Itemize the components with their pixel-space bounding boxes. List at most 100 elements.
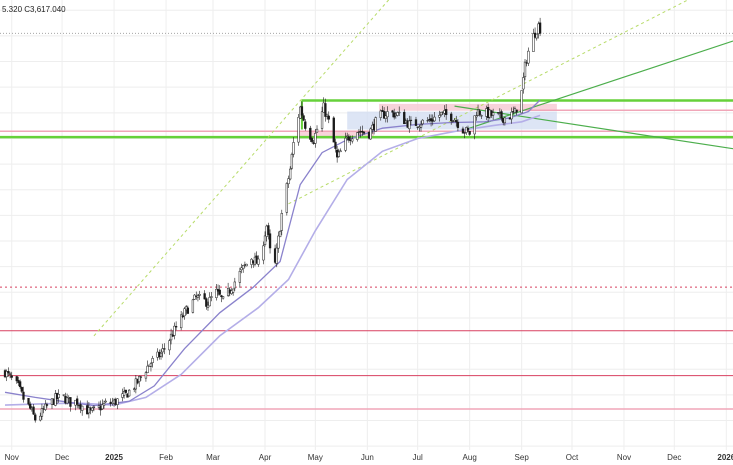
- candle-body: [304, 121, 307, 129]
- candle-body: [40, 408, 44, 417]
- candle-body: [196, 295, 200, 298]
- candle-body: [391, 110, 394, 113]
- candle-body: [81, 405, 84, 411]
- x-tick-label: 2026: [717, 453, 733, 462]
- x-tick-label: Oct: [566, 453, 579, 462]
- candle-body: [62, 394, 65, 396]
- candle-body: [221, 296, 225, 299]
- x-tick-label: May: [308, 453, 323, 462]
- candle-body: [396, 112, 399, 116]
- candle-body: [433, 116, 436, 122]
- candle-body: [510, 111, 513, 120]
- candle-body: [320, 111, 324, 129]
- candle-body: [455, 120, 458, 123]
- x-tick-label: Nov: [5, 453, 19, 462]
- candle-body: [161, 348, 164, 353]
- candle-body: [134, 378, 138, 390]
- candle-body: [439, 111, 443, 116]
- candle-body: [408, 120, 411, 130]
- candle-body: [122, 391, 126, 396]
- candle-body: [515, 109, 518, 113]
- candle-body: [290, 154, 294, 169]
- candle-body: [57, 394, 60, 398]
- candle-body: [10, 375, 13, 378]
- candle-body: [398, 111, 401, 114]
- candle-body: [314, 133, 317, 144]
- candle-body: [65, 397, 69, 404]
- candle-body: [15, 376, 18, 382]
- horizontal-levels[interactable]: [0, 32, 733, 410]
- candle-body: [121, 393, 124, 398]
- candle-body: [203, 293, 206, 300]
- candle-body: [39, 415, 42, 421]
- candle-body: [18, 381, 22, 388]
- candle-body: [186, 307, 190, 314]
- candle-body: [297, 117, 300, 143]
- candle-body: [473, 115, 476, 135]
- candle-body: [309, 127, 312, 140]
- x-tick-label: Sep: [515, 453, 530, 462]
- candle-body: [262, 245, 265, 261]
- x-tick-label: Aug: [463, 453, 477, 462]
- candle-body: [180, 314, 183, 329]
- candle-body: [463, 132, 466, 134]
- candle-body: [92, 406, 96, 409]
- candle-body: [220, 295, 223, 298]
- candle-body: [205, 298, 208, 307]
- candle-body: [426, 120, 429, 122]
- candle-body: [325, 114, 329, 117]
- candle-body: [414, 119, 418, 126]
- candle-body: [369, 128, 372, 140]
- candle-body: [32, 406, 35, 415]
- candle-body: [139, 376, 143, 378]
- candle-body: [327, 115, 330, 120]
- candle-body: [384, 115, 387, 119]
- x-tick-label: Dec: [55, 453, 69, 462]
- candle-body: [268, 233, 272, 249]
- candle-body: [456, 121, 460, 128]
- candle-body: [124, 389, 127, 393]
- grid: [0, 0, 733, 450]
- candle-body: [168, 340, 171, 351]
- candle-body: [292, 142, 295, 155]
- candle-body: [403, 111, 406, 125]
- candle-body: [91, 407, 94, 411]
- candle-body: [45, 404, 49, 406]
- candle-body: [475, 115, 478, 118]
- candle-body: [233, 281, 236, 289]
- candle-body: [500, 111, 503, 119]
- candle-body: [523, 61, 527, 78]
- candle-body: [151, 358, 154, 363]
- candle-body: [181, 315, 184, 318]
- candle-body: [183, 308, 186, 317]
- candle-body: [5, 371, 8, 378]
- candle-body: [346, 135, 349, 138]
- candle-body: [263, 235, 267, 245]
- candle-body: [159, 352, 163, 357]
- pink-zone: [296, 131, 375, 138]
- candle-body: [466, 127, 470, 131]
- trend-line-dotted[interactable]: [288, 0, 698, 205]
- candle-body: [267, 225, 270, 235]
- candle-body: [491, 112, 495, 116]
- candle-body: [138, 376, 141, 382]
- candle-body: [409, 119, 413, 121]
- candle-body: [300, 106, 304, 116]
- candle-body: [116, 398, 119, 405]
- candle-body: [289, 168, 292, 180]
- candle-body: [450, 113, 453, 122]
- candle-body: [280, 213, 283, 231]
- candle-body: [421, 119, 424, 125]
- candle-body: [285, 183, 288, 213]
- candle-body: [7, 370, 10, 374]
- candle-body: [310, 138, 314, 142]
- candle-body: [218, 289, 221, 295]
- candle-body: [278, 231, 282, 238]
- candle-body: [381, 110, 384, 112]
- pink-zone: [379, 103, 557, 111]
- candle-body: [102, 403, 106, 406]
- candle-body: [332, 117, 335, 143]
